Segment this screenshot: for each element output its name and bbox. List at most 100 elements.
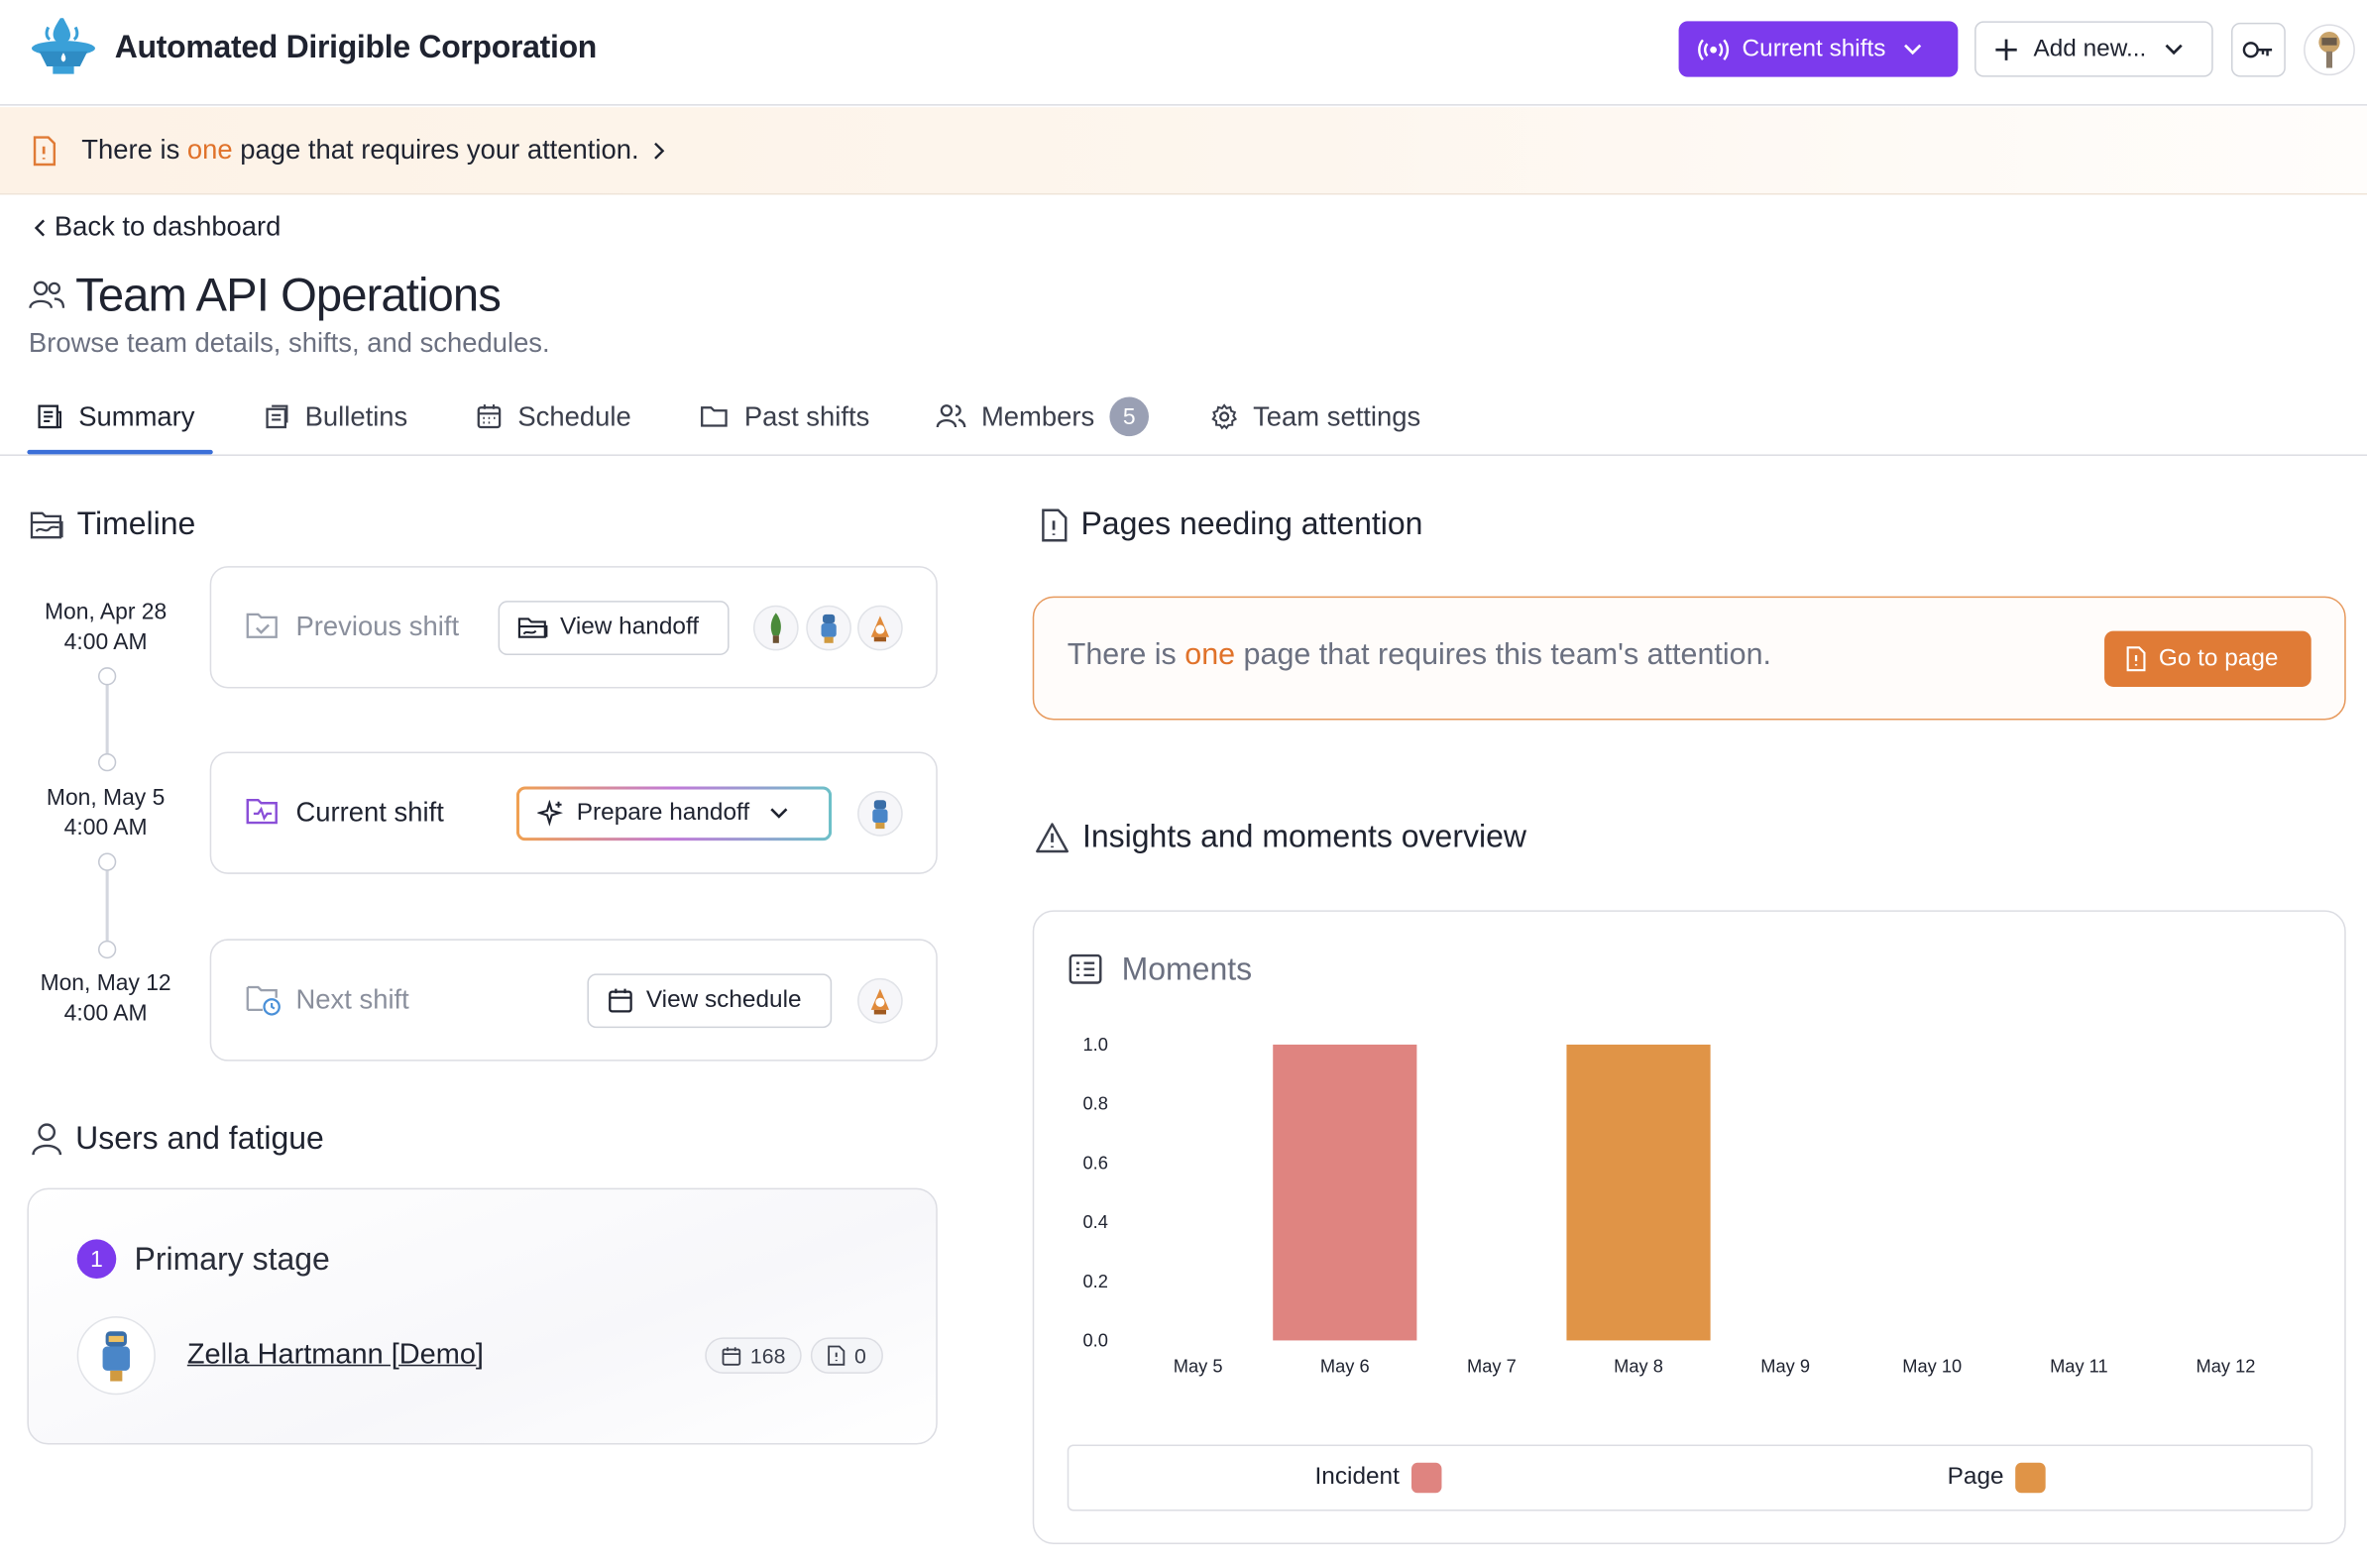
key-icon [2242,42,2273,58]
page-alert-icon [33,135,56,166]
active-tab-indicator [27,449,213,455]
timeline-connector [105,861,109,950]
calendar-icon [722,1346,741,1365]
legend-item-incident[interactable]: Incident [1314,1462,1442,1494]
attention-suffix: page that requires this team's attention… [1235,638,1771,672]
calendar-icon [609,988,632,1013]
add-new-button[interactable]: Add new... [1974,21,2213,77]
avatar-icon [102,1331,130,1382]
legend-item-page[interactable]: Page [1947,1462,2047,1494]
x-tick-label: May 6 [1320,1355,1370,1376]
tab-team-settings[interactable]: Team settings [1210,378,1420,456]
back-to-dashboard-link[interactable]: Back to dashboard [34,211,282,243]
key-button[interactable] [2230,22,2286,77]
tab-label: Past shifts [743,400,870,431]
attention-card: There is one page that requires this tea… [1032,596,2346,721]
warning-icon [1036,823,1069,853]
y-tick-label: 0.8 [1082,1093,1107,1114]
timeline-dot [97,752,117,772]
tab-summary[interactable]: Summary [37,378,195,456]
tab-label: Bulletins [304,400,408,431]
avatar[interactable] [76,1316,156,1396]
next-shift-card[interactable]: Next shift View schedule [209,939,938,1062]
stage-label: Primary stage [134,1242,330,1278]
current-shifts-button[interactable]: Current shifts [1678,21,1959,77]
timeline-dot [97,667,117,686]
chevron-left-icon [34,218,46,236]
pages-attention-header: Pages needing attention [1039,507,1422,544]
prepare-handoff-button[interactable]: Prepare handoff [516,786,832,840]
member-avatar[interactable] [857,605,903,651]
company-logo[interactable] [27,15,99,81]
view-handoff-button[interactable]: View handoff [498,601,730,655]
tab-bulletins[interactable]: Bulletins [263,378,407,456]
member-avatar[interactable] [857,791,903,837]
timeline-icon [30,511,63,539]
chevron-right-icon [654,142,665,160]
banner-prefix: There is [81,134,187,166]
x-tick-label: May 12 [2197,1355,2256,1376]
tab-members[interactable]: Members 5 [936,378,1150,456]
shift-label: Next shift [295,983,409,1015]
timeline-dot [97,852,117,871]
insights-header: Insights and moments overview [1034,820,1526,856]
calendar-icon [477,404,502,429]
page-title-row: Team API Operations [27,269,502,323]
company-name: Automated Dirigible Corporation [114,30,598,65]
shift-date-previous: Mon, Apr 28 4:00 AM [15,598,196,658]
shift-date: Mon, Apr 28 [44,599,168,625]
attention-text: There is one page that requires this tea… [1068,638,1771,673]
shift-label: Previous shift [295,611,460,642]
gear-icon [1211,403,1238,430]
button-label: View handoff [560,614,700,640]
banner-highlight: one [186,134,233,166]
member-avatar[interactable] [857,977,903,1024]
tab-label: Summary [78,400,195,431]
x-tick-label: May 8 [1614,1355,1663,1376]
bar-page-may-8[interactable] [1566,1044,1711,1341]
banner-suffix: page that requires your attention. [232,134,639,166]
page-alert-icon [2126,646,2146,672]
shift-time: 4:00 AM [63,1000,148,1027]
broadcast-icon [1698,38,1730,60]
bar-incident-may-6[interactable] [1273,1044,1417,1341]
plus-icon [1995,38,2017,60]
shift-label: Current shift [295,797,444,828]
pages-count: 0 [854,1343,866,1368]
attention-banner[interactable]: There is one page that requires your att… [0,107,2367,195]
y-tick-label: 0.4 [1082,1211,1107,1232]
user-avatar-menu[interactable] [2304,24,2355,76]
timeline-header: Timeline [29,507,195,544]
member-avatar[interactable] [806,605,851,651]
go-to-page-button[interactable]: Go to page [2104,630,2311,687]
chart-legend: Incident Page [1067,1444,2313,1512]
button-label: View schedule [645,987,802,1013]
shift-time: 4:00 AM [63,815,148,841]
user-icon [32,1123,62,1156]
page-alert-icon [828,1345,845,1366]
member-avatar[interactable] [752,605,799,651]
y-tick-label: 0.6 [1082,1152,1107,1173]
fatigue-card: 1 Primary stage Zella Hartmann [Demo] 16… [27,1187,938,1445]
tab-schedule[interactable]: Schedule [476,378,631,456]
chevron-down-icon [771,808,789,819]
user-name-link[interactable]: Zella Hartmann [Demo] [186,1338,484,1371]
tab-past-shifts[interactable]: Past shifts [699,378,869,456]
current-shift-card[interactable]: Current shift Prepare handoff [209,751,938,874]
tab-bar: Summary Bulletins Schedule Past shifts M… [0,378,2367,456]
previous-shift-card[interactable]: Previous shift View handoff [209,566,938,689]
x-tick-label: May 5 [1174,1355,1223,1376]
view-schedule-button[interactable]: View schedule [587,973,833,1029]
avatar-icon [2318,31,2340,68]
timeline-connector [105,674,109,763]
legend-label: Page [1947,1464,2004,1491]
avatar-icon [872,800,888,830]
banner-text: There is one page that requires your att… [81,135,638,167]
legend-label: Incident [1314,1464,1400,1491]
folder-clock-icon [246,985,281,1016]
tab-label: Schedule [517,400,631,431]
y-tick-label: 0.2 [1082,1271,1107,1291]
avatar-icon [870,616,890,642]
users-fatigue-header: Users and fatigue [30,1122,324,1159]
button-label: Go to page [2158,645,2279,671]
